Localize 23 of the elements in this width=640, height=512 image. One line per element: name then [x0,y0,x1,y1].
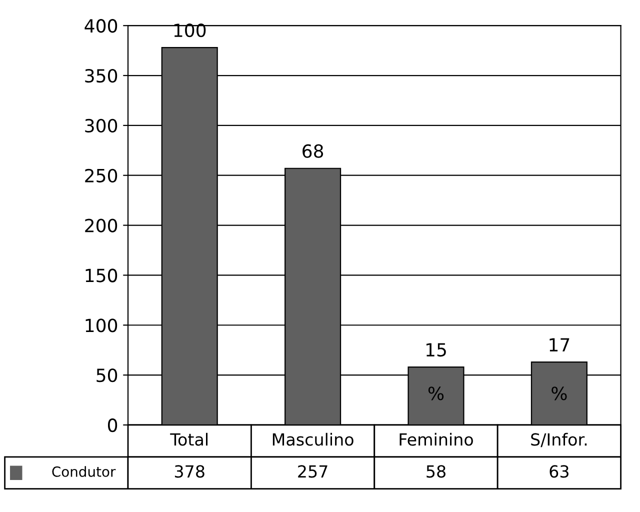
data-label: 378 [174,465,204,478]
annotation: 17 [550,338,570,352]
annotation: % [552,386,567,400]
annotation: 15 [426,343,446,357]
annotation: 68 [302,144,324,158]
x-tick-label: S/Infor. [531,432,587,448]
y-tick-label: 250 [85,168,118,182]
data-label: 58 [426,465,446,478]
annotation: % [428,386,444,400]
x-tick-label: Masculino [272,432,354,446]
y-tick-label: 0 [108,418,118,432]
y-tick-label: 50 [96,368,118,382]
x-tick-label: Feminino [400,432,473,446]
y-tick-label: 100 [86,318,118,332]
data-label: 63 [550,465,568,478]
y-tick-label: 300 [85,118,118,133]
y-tick-label: 350 [85,68,118,83]
legend-label: Condutor [52,466,116,477]
y-tick-label: 400 [84,19,118,33]
y-tick-label: 150 [86,268,118,282]
data-label: 257 [298,465,328,478]
y-tick-label: 200 [85,218,118,232]
x-tick-label: Total [170,432,208,446]
